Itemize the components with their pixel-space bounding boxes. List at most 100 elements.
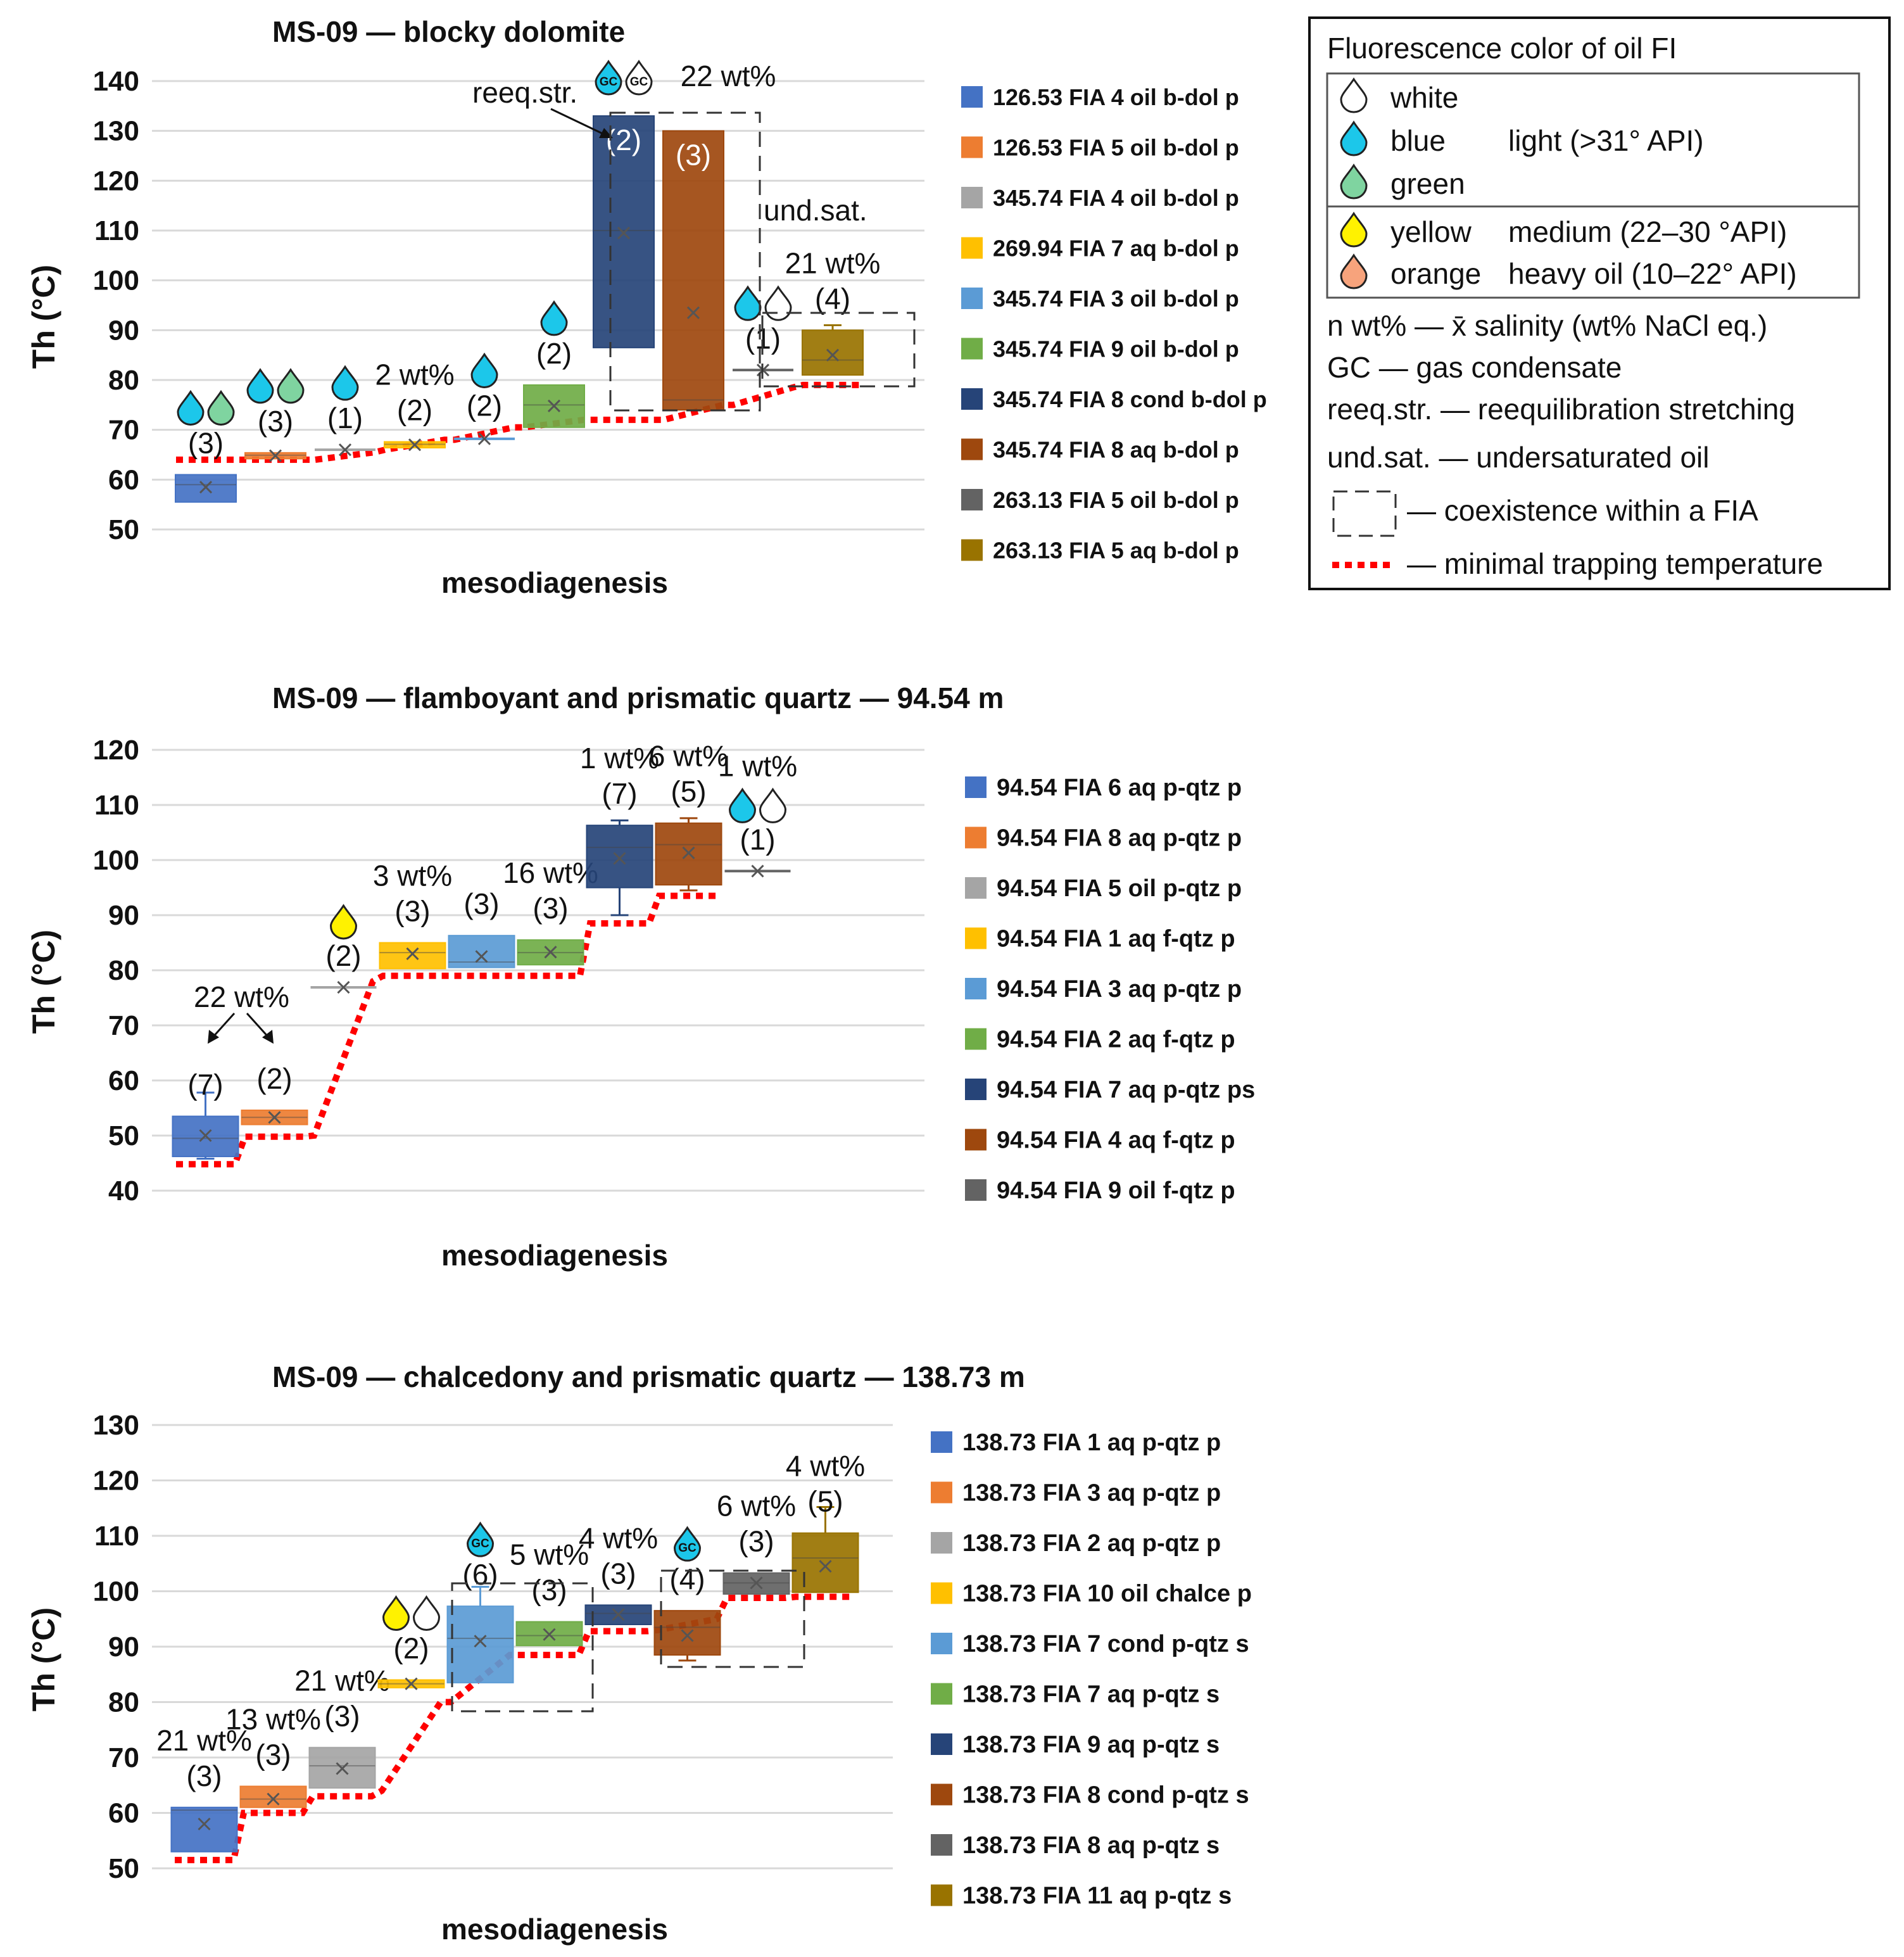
mean-marker (819, 1560, 832, 1573)
count-label: (3) (188, 426, 224, 459)
box-345-74-fia-8-aq-b-dol-p: (3) 22 wt% (662, 60, 776, 411)
y-tick-label: 120 (93, 165, 139, 196)
legend-label: 138.73 FIA 2 aq p-qtz p (962, 1530, 1221, 1557)
y-tick-label: 40 (108, 1175, 139, 1206)
count-label: (3) (531, 1574, 567, 1607)
box-345-74-fia-4-oil-b-dol-p: (1) (315, 365, 375, 457)
count-label: (2) (397, 394, 432, 427)
count-label: (3) (186, 1759, 222, 1792)
count-label: (3) (600, 1557, 636, 1590)
legend-label: 345.74 FIA 8 aq b-dol p (993, 437, 1239, 463)
box-138-73-fia-8-aq-p-qtz-s: (3)6 wt% (717, 1490, 796, 1595)
key-color-box (1326, 205, 1860, 299)
key-dashed-box-label: — coexistence within a FIA (1407, 494, 1758, 527)
y-tick-label: 60 (108, 464, 139, 495)
droplet-shape (734, 285, 762, 321)
droplet-shape (470, 352, 498, 388)
count-label: (2) (325, 939, 361, 972)
legend-item: 94.54 FIA 3 aq p-qtz p (965, 976, 1242, 1003)
white-droplet-icon (764, 285, 792, 321)
legend-label: 345.74 FIA 4 oil b-dol p (993, 185, 1239, 211)
legend: 138.73 FIA 1 aq p-qtz p 138.73 FIA 3 aq p… (931, 1429, 1252, 1910)
salinity-label: 13 wt% (225, 1703, 321, 1736)
box-269-94-fia-7-aq-b-dol-p: (2)2 wt% (375, 358, 455, 452)
legend-label: 126.53 FIA 4 oil b-dol p (993, 84, 1239, 110)
legend-swatch (961, 438, 983, 460)
legend-swatch (931, 1834, 952, 1856)
count-label: (3) (676, 139, 711, 172)
y-tick-label: 60 (108, 1798, 139, 1829)
legend-swatch (931, 1683, 952, 1705)
legend-label: 94.54 FIA 3 aq p-qtz p (997, 976, 1242, 1003)
box (802, 329, 864, 376)
y-tick-label: 100 (93, 845, 139, 876)
key-red-dotted-label: — minimal trapping temperature (1407, 547, 1823, 580)
coexistence-box (761, 312, 916, 388)
box-138-73-fia-7-cond-p-qtz-s: (6) GC (446, 1521, 514, 1683)
box (446, 1606, 514, 1683)
box-263-13-fia-5-aq-b-dol-p: (4)21 wt% (785, 246, 881, 376)
count-label: (3) (324, 1699, 360, 1732)
count-label: (3) (463, 887, 499, 920)
droplet-shape (728, 787, 757, 823)
legend-item: 94.54 FIA 5 oil p-qtz p (965, 875, 1242, 902)
count-label: (3) (394, 895, 430, 928)
annotation-reeq-arrow (550, 108, 607, 137)
chart-blocky-dolomite: MS-09 — blocky dolomite Th (°C) mesodiag… (26, 15, 1267, 599)
mean-marker (267, 1792, 280, 1806)
legend-item: 94.54 FIA 6 aq p-qtz p (965, 775, 1242, 801)
box-345-74-fia-3-oil-b-dol-p: (2) (454, 352, 515, 445)
legend-item: 345.74 FIA 4 oil b-dol p (961, 185, 1239, 211)
y-tick-label: 70 (108, 415, 139, 446)
legend-label: 138.73 FIA 3 aq p-qtz p (962, 1480, 1221, 1507)
legend-swatch (931, 1733, 952, 1755)
legend-item: 138.73 FIA 3 aq p-qtz p (931, 1480, 1221, 1507)
box-138-73-fia-1-aq-p-qtz-p: (3)21 wt% (156, 1724, 252, 1852)
y-tick-label: 130 (93, 1410, 139, 1441)
annotation-arrowhead (262, 1030, 274, 1044)
annotation-arrow (210, 1012, 236, 1040)
mean-marker (617, 226, 631, 239)
count-label: (3) (738, 1525, 774, 1558)
count-label: (3) (255, 1738, 291, 1771)
legend-label: 138.73 FIA 1 aq p-qtz p (962, 1429, 1221, 1456)
droplet-shape (177, 390, 205, 426)
min-trapping-temperature-line (176, 892, 718, 1168)
droplet-shape (207, 390, 235, 426)
legend-swatch (965, 826, 987, 849)
legend-label: 138.73 FIA 7 aq p-qtz s (962, 1682, 1220, 1708)
count-label: (2) (536, 337, 572, 370)
salinity-label: 4 wt% (786, 1450, 865, 1483)
legend-item: 138.73 FIA 11 aq p-qtz s (931, 1883, 1232, 1910)
blue-droplet-icon: GC (673, 1526, 702, 1562)
salinity-label: 21 wt% (785, 246, 881, 279)
box (517, 939, 584, 966)
x-axis-label: mesodiagenesis (441, 1239, 668, 1272)
y-tick-label: 70 (108, 1742, 139, 1773)
box (791, 1532, 859, 1593)
mean-marker (406, 947, 419, 960)
box (239, 1785, 307, 1808)
y-axis-label: Th (°C) (26, 1607, 61, 1711)
blue-droplet-icon (246, 368, 274, 404)
count-label: (1) (740, 823, 775, 856)
key-title: Fluorescence color of oil FI (1327, 32, 1677, 65)
legend-label: 138.73 FIA 11 aq p-qtz s (962, 1883, 1232, 1910)
droplet-shape (1340, 77, 1368, 113)
y-tick-label: 80 (108, 955, 139, 986)
legend-swatch (961, 388, 983, 410)
y-tick-label: 120 (93, 1466, 139, 1497)
mean-marker (544, 946, 557, 959)
droplet-shape (759, 787, 787, 823)
box (586, 825, 653, 889)
key-note: reeq.str. — reequilibration stretching (1327, 393, 1795, 426)
legend-item: 138.73 FIA 8 aq p-qtz s (931, 1832, 1220, 1859)
droplet-shape (246, 368, 274, 404)
droplet-shape (331, 365, 359, 401)
droplet-shape (412, 1595, 441, 1631)
y-tick-label: 100 (93, 1576, 139, 1607)
gc-label: GC (630, 75, 648, 89)
min-trapping-temperature-line (176, 381, 862, 463)
green-droplet-icon (1340, 163, 1368, 200)
